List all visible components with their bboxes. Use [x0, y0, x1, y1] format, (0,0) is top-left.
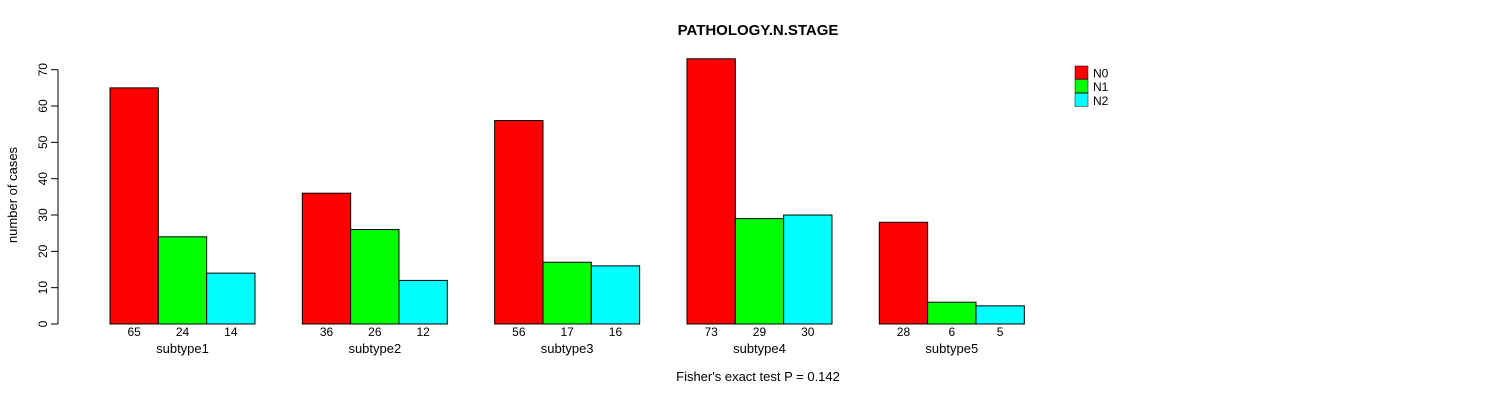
y-axis: 0 10 20 30 40 50 60 70 — [36, 63, 59, 327]
legend-swatch-n0 — [1074, 65, 1089, 80]
bar-n1-subtype3 — [542, 261, 592, 325]
bar-n1-subtype4 — [734, 218, 785, 325]
bar-n2-subtype5 — [975, 305, 1025, 325]
bar-n0-subtype1 — [109, 87, 159, 325]
bar-n2-subtype2 — [398, 279, 448, 325]
category-label: subtype1 — [156, 341, 209, 356]
category-label: subtype2 — [348, 341, 401, 356]
legend-swatch-n2 — [1074, 93, 1089, 107]
bar-n1-subtype2 — [350, 229, 400, 325]
legend-label-n1: N1 — [1093, 80, 1109, 94]
bar-value-label: 14 — [224, 325, 238, 339]
bar-value-label: 5 — [997, 325, 1004, 339]
bar-n1-subtype5 — [927, 301, 977, 325]
category-label: subtype5 — [925, 341, 978, 356]
bar-n0-subtype5 — [878, 221, 929, 325]
bar-value-label: 36 — [320, 325, 334, 339]
y-tick-label: 60 — [36, 99, 50, 113]
bar-value-label: 56 — [512, 325, 526, 339]
chart-title: PATHOLOGY.N.STAGE — [678, 22, 839, 39]
bar-value-label: 26 — [368, 325, 382, 339]
bar-n2-subtype3 — [590, 265, 641, 325]
legend-swatch-n1 — [1074, 79, 1089, 93]
y-tick-label: 30 — [36, 208, 50, 222]
category-label: subtype3 — [541, 341, 594, 356]
bar-n0-subtype3 — [494, 120, 544, 325]
bar-value-label: 30 — [801, 325, 815, 339]
bar-value-label: 17 — [560, 325, 574, 339]
bar-value-label: 6 — [948, 325, 955, 339]
y-axis-label: number of cases — [5, 146, 20, 243]
category-label: subtype4 — [733, 341, 786, 356]
y-tick-label: 70 — [36, 63, 50, 77]
bar-value-label: 29 — [753, 325, 767, 339]
bar-n2-subtype1 — [206, 272, 256, 325]
bar-value-label: 73 — [704, 325, 718, 339]
y-tick-label: 10 — [36, 281, 50, 295]
bar-n2-subtype4 — [783, 214, 833, 325]
bar-n0-subtype2 — [301, 192, 352, 325]
bar-value-label: 12 — [416, 325, 430, 339]
bar-value-label: 16 — [609, 325, 623, 339]
y-tick-label: 20 — [36, 244, 50, 258]
bar-n1-subtype1 — [157, 236, 208, 325]
fisher-test-note: Fisher's exact test P = 0.142 — [676, 369, 840, 384]
y-tick-label: 40 — [36, 172, 50, 186]
bar-value-label: 28 — [897, 325, 911, 339]
y-tick-label: 0 — [36, 320, 50, 327]
bar-value-label: 24 — [176, 325, 190, 339]
legend-label-n0: N0 — [1093, 67, 1109, 81]
legend-label-n2: N2 — [1093, 94, 1109, 108]
bar-value-label: 65 — [127, 325, 141, 339]
bar-n0-subtype4 — [686, 58, 736, 325]
y-tick-label: 50 — [36, 135, 50, 149]
